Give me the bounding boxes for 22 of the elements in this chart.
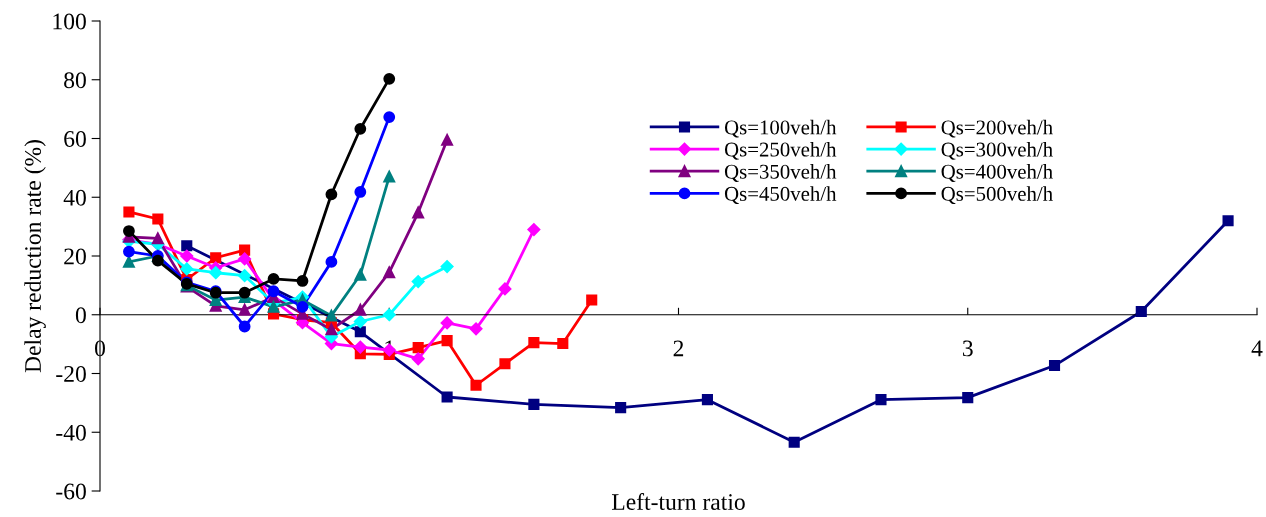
legend-label: Qs=500veh/h [941, 186, 1053, 205]
y-tick-label: 40 [63, 189, 86, 206]
legend-label: Qs=450veh/h [724, 186, 837, 205]
y-tick-label: 100 [53, 13, 86, 30]
legend-label: Qs=400veh/h [941, 164, 1053, 182]
y-tick-label: -40 [56, 424, 86, 441]
x-tick-label: 2 [673, 340, 684, 357]
x-axis-title: Left-turn ratio [611, 493, 745, 510]
x-tick-label: 3 [962, 340, 973, 357]
y-tick-label: 80 [64, 72, 86, 89]
legend-label: Qs=300veh/h [941, 141, 1053, 160]
y-tick-label: -20 [56, 365, 86, 382]
legend-label: Qs=250veh/h [724, 141, 837, 160]
x-tick-label: 4 [1251, 340, 1263, 357]
legend-label: Qs=200veh/h [941, 119, 1053, 138]
y-tick-label: 0 [75, 307, 86, 324]
y-axis-title: Delay reduction rate (%) [24, 140, 46, 373]
y-tick-label: -60 [56, 483, 86, 500]
legend-label: Qs=100veh/h [724, 119, 837, 138]
y-tick-label: 20 [64, 248, 86, 265]
legend-label: Qs=350veh/h [724, 164, 837, 182]
y-tick-label: 60 [64, 130, 86, 147]
